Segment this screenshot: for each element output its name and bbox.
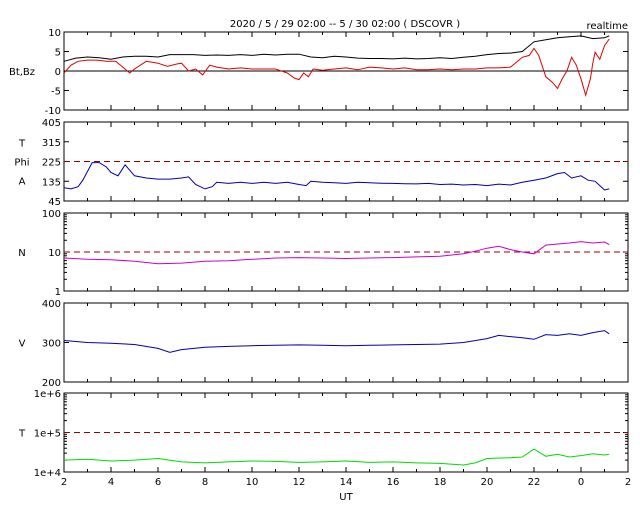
panel-5: 1e+6 1e+5 1e+4 T (18, 389, 629, 479)
series-line-bz (63, 38, 610, 98)
x-tick-label: 16 (387, 477, 400, 488)
y-tick-label: 400 (42, 299, 61, 310)
x-tick-label: 4 (108, 477, 114, 488)
x-tick-label: 22 (528, 477, 541, 488)
y-tick-label: 0 (55, 67, 61, 78)
y-tick-label: 315 (42, 138, 61, 149)
panel-3: 100 10 1 N (18, 209, 629, 298)
y-tick-label: 200 (42, 378, 61, 389)
series-line-phi (63, 162, 610, 191)
x-tick-label: 2 (61, 477, 67, 488)
y-tick-label: 1 (55, 287, 61, 298)
series-line-n (63, 241, 610, 265)
x-axis-label: UT (339, 492, 353, 503)
y-axis-label: T (18, 429, 26, 440)
y-tick-label: 5 (55, 48, 61, 59)
chart-title: 2020 / 5 / 29 02:00 -- 5 / 30 02:00 ( DS… (230, 19, 460, 30)
y-tick-label: 1e+4 (34, 468, 61, 479)
x-tick-label: 18 (434, 477, 447, 488)
y-tick-label: 135 (42, 177, 61, 188)
panels-group: 1050-5-10Bt,Bz40531522513545TPhiA100101N… (9, 28, 631, 488)
y-tick-label: 1e+5 (34, 429, 61, 440)
y-axis-label: Bt,Bz (9, 67, 35, 78)
series-line-bt (63, 35, 610, 62)
y-tick-label: 10 (48, 28, 61, 39)
y-tick-label: 1e+6 (34, 389, 61, 400)
x-tick-label: 0 (578, 477, 584, 488)
y-tick-label: 100 (42, 209, 61, 220)
x-tick-label: 10 (246, 477, 259, 488)
y-axis-label: Phi (14, 158, 29, 169)
panel-4: 400 300 200 V (19, 299, 629, 389)
x-tick-label: 20 (481, 477, 494, 488)
y-tick-label: -10 (45, 106, 61, 117)
y-tick-label: 300 (42, 339, 61, 350)
y-axis-label: V (19, 339, 26, 350)
panel-1: 10 5 0 -5 -10 Bt,Bz (9, 28, 629, 117)
y-tick-label: 405 (42, 118, 61, 129)
y-axis-label: N (18, 248, 25, 259)
y-tick-label: -5 (51, 87, 61, 98)
series-line-v (63, 330, 610, 353)
plot-frame (63, 302, 629, 383)
y-tick-label: 45 (48, 197, 61, 208)
panel-2: 405 315 225 135 45 T Phi A (14, 118, 629, 208)
realtime-badge: realtime (586, 21, 628, 32)
x-tick-label: 14 (340, 477, 353, 488)
x-tick-label: 2 (625, 477, 631, 488)
y-tick-label: 10 (48, 248, 61, 259)
y-axis-label: A (19, 177, 26, 188)
x-tick-label: 8 (202, 477, 208, 488)
y-tick-label: 225 (42, 158, 61, 169)
y-axis-label: T (18, 139, 26, 150)
series-line-t (63, 448, 610, 466)
x-tick-label: 12 (293, 477, 306, 488)
x-tick-label: 6 (155, 477, 161, 488)
